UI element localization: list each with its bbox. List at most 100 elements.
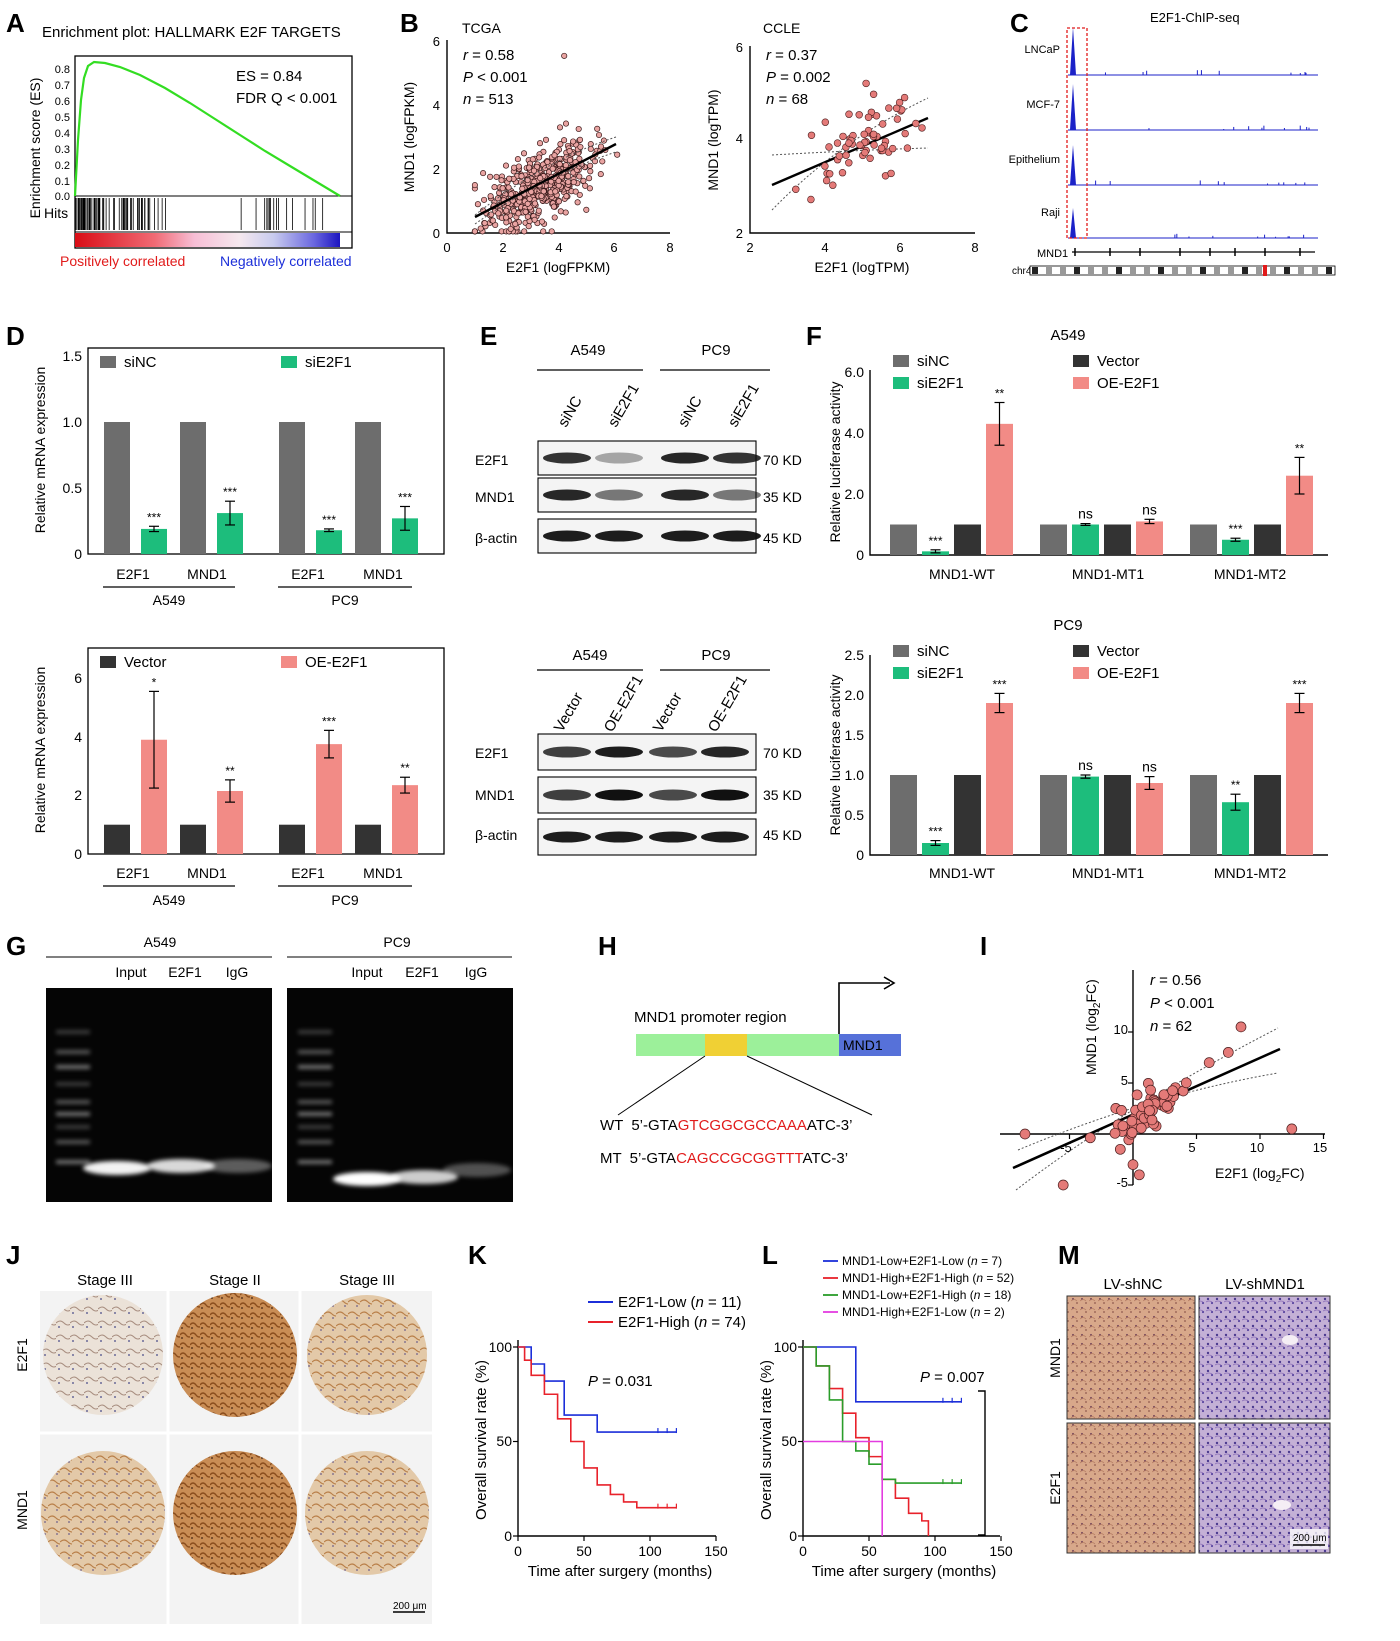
ccle-point: [821, 162, 829, 170]
j-stage-label: Stage III: [339, 1272, 395, 1289]
i-point: [1235, 1021, 1247, 1033]
f-bottom-ytick: 1.0: [845, 767, 865, 783]
d-top-group-pc9: PC9: [331, 592, 358, 608]
chip-ideogram-band: [1088, 267, 1094, 274]
gel-pc9: [287, 988, 513, 1202]
e-bottom-row-actin: β-actin: [475, 827, 517, 843]
tcga-point: [561, 52, 568, 59]
gsea-negative-label: Negatively correlated: [220, 253, 352, 269]
bar-vector: [1254, 524, 1281, 555]
ccle-xtick: 4: [821, 240, 828, 255]
gel-ladder-band: [56, 1160, 90, 1164]
h-binding-site: [705, 1034, 747, 1056]
tcga-point: [557, 141, 564, 148]
d-bottom-legend-vector: Vector: [124, 654, 167, 671]
ccle-n-text: n = 68: [766, 91, 808, 108]
tcga-point: [562, 120, 570, 127]
significance-mark: ***: [398, 490, 412, 504]
m-scale-label: 200 μm: [1293, 1533, 1327, 1544]
panel-j: J Stage III Stage II Stage III E2F1 MND1: [6, 1240, 432, 1624]
blot-band: [649, 831, 697, 843]
d-top-bars: *** *** *** ***: [104, 422, 418, 554]
tcga-point: [529, 156, 536, 163]
k-ylabel: Overall survival rate (%): [473, 1360, 490, 1520]
f-bottom-ytick: 0: [856, 847, 864, 863]
tcga-point: [555, 177, 562, 184]
bar-control: [180, 824, 206, 854]
blot-band: [595, 831, 643, 843]
chip-ideogram-band: [1172, 267, 1178, 274]
tcga-point: [597, 143, 605, 150]
f-top-ytick: 4.0: [845, 425, 865, 441]
gel-ladder-band: [56, 1112, 90, 1116]
tcga-point: [556, 124, 564, 131]
chip-ideogram-band: [1200, 267, 1206, 274]
ccle-point: [855, 111, 863, 119]
gel-band: [390, 1170, 458, 1184]
blot-band: [595, 789, 643, 801]
m-tile-shnc-mnd1: [1066, 1295, 1196, 1420]
ccle-point: [839, 132, 847, 141]
significance-mark: ns: [1142, 501, 1157, 517]
g-lane-label: Input: [115, 964, 146, 980]
m-row-label: E2F1: [1047, 1471, 1063, 1505]
blot-band: [661, 530, 709, 542]
chip-ideogram-band: [1312, 267, 1318, 274]
f-top-axes: [869, 370, 1328, 556]
gel-ladder-band: [56, 1050, 90, 1054]
tcga-point: [582, 182, 589, 189]
i-ytick: 10: [1114, 1022, 1128, 1037]
tcga-point: [562, 209, 569, 216]
ccle-yticks: 2 4 6: [736, 40, 743, 241]
tcga-point: [536, 140, 544, 147]
ccle-point: [807, 131, 816, 140]
ccle-point: [903, 144, 912, 152]
tcga-point: [503, 207, 510, 214]
i-xticks: -5 5 10 15: [1060, 1140, 1327, 1155]
f-bottom-axes: [869, 655, 1328, 856]
blot-band: [595, 530, 643, 542]
gel-band: [443, 1163, 511, 1177]
f-bottom-yticks: 0 0.5 1.0 1.5 2.0 2.5: [845, 647, 865, 863]
tcga-point: [556, 155, 563, 162]
m-row-label: MND1: [1047, 1338, 1063, 1378]
chip-ideogram-band: [1298, 267, 1304, 274]
panel-label-b: B: [400, 8, 419, 38]
blot-band: [543, 789, 591, 801]
blot-band: [713, 530, 761, 542]
chip-ideogram-band: [1130, 267, 1136, 274]
l-xtick: 150: [989, 1543, 1013, 1559]
ccle-point: [864, 113, 873, 122]
gsea-ytick: 0.7: [55, 80, 70, 92]
tcga-point: [537, 175, 544, 182]
d-bottom-yticks: 0 2 4 6: [74, 670, 82, 862]
ccle-xtick: 8: [971, 240, 978, 255]
panel-label-a: A: [6, 8, 25, 38]
chip-ideogram-band: [1060, 267, 1066, 274]
i-ci-lower: [1017, 1072, 1279, 1151]
chip-tracks: LNCaP MCF-7 Epithelium Raji: [1009, 27, 1318, 239]
f-top-categories: MND1-WT MND1-MT1 MND1-MT2: [929, 566, 1286, 582]
km-curve: [803, 1346, 962, 1403]
tcga-point: [565, 178, 572, 186]
d-top-legend-swatch-sinc: [100, 356, 116, 368]
ccle-point: [870, 141, 878, 149]
tcga-point: [586, 175, 593, 182]
panel-m: M LV-shNC LV-shMND1 MND1 E2F1 200 μm: [1047, 1240, 1331, 1554]
significance-mark: **: [400, 761, 410, 775]
gsea-ytick: 0.4: [55, 128, 70, 140]
chip-ideogram-band: [1102, 267, 1108, 274]
f-bottom-ytick: 0.5: [845, 807, 865, 823]
gel-ladder-band: [56, 1100, 90, 1104]
significance-mark: **: [995, 387, 1005, 401]
ccle-p-text: P = 0.002: [766, 69, 831, 86]
f-bottom-legend-swatch: [1073, 645, 1089, 657]
tcga-point: [495, 210, 502, 217]
d-top-ytick: 1.5: [63, 348, 83, 364]
significance-mark: *: [152, 675, 157, 689]
bar-control: [104, 824, 130, 854]
chip-ideogram-band: [1144, 267, 1150, 274]
k-ytick: 50: [496, 1433, 512, 1449]
e-top-western-blot: A549 PC9 siNC siE2F1 siNC siE2F1 E2F1 MN…: [475, 342, 802, 554]
bar-vector: [1254, 775, 1281, 855]
